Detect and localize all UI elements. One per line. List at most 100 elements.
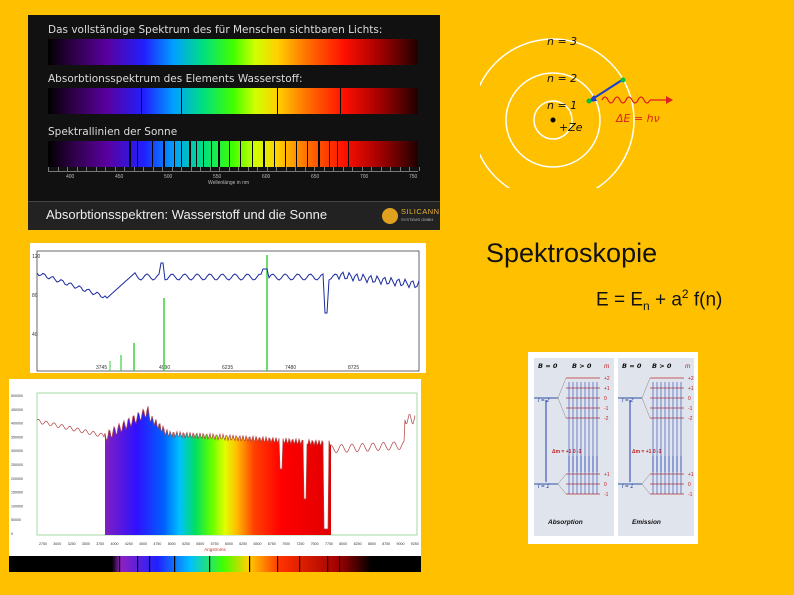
orbit-n2 — [505, 72, 601, 168]
chart2-xtick: 5000 — [168, 542, 176, 546]
bgt-label-left: B > 0 — [572, 362, 592, 370]
chart2-xtick: 6000 — [225, 542, 233, 546]
strip-line — [339, 556, 341, 572]
chart2-ytick: 0 — [11, 532, 13, 536]
spectral-line — [140, 88, 142, 114]
delta-m-right: Δm = +1 0 -1 — [632, 449, 662, 455]
axis-minor-tick — [190, 167, 192, 171]
chart2-xtick: 3000 — [53, 542, 61, 546]
axis-minor-tick — [171, 167, 173, 171]
zeeman-diagram: B = 0 B > 0 B = 0 B > 0 m m +2 +1 0 -1 -2 +1 0… — [528, 352, 698, 544]
axis-minor-tick — [228, 167, 230, 171]
zeeman-levels: +2 +1 0 -1 -2 +1 0 -1 +2 +1 0 -1 -2 +1 0 -1 — [534, 376, 694, 498]
split-guide — [557, 397, 567, 419]
axis-minor-tick — [124, 167, 125, 171]
logo-text: SILICANN — [401, 207, 440, 216]
chart1-xtick: 6235 — [222, 365, 233, 371]
split-guide — [557, 377, 567, 399]
m-upper: 0 — [604, 396, 607, 402]
nucleus-dot — [550, 117, 556, 123]
sun-spectrum-bar — [48, 141, 418, 167]
axis-minor-tick — [67, 167, 68, 171]
label-nucleus: +Ze — [559, 121, 583, 134]
m-lower: -1 — [688, 492, 693, 498]
axis-minor-tick — [418, 167, 420, 171]
chart2-xtick: 7000 — [282, 542, 290, 546]
chart2-ytick: 50000 — [11, 518, 21, 522]
chart2-xtick: 5250 — [182, 542, 190, 546]
l2-label-right: l = 2 — [622, 398, 634, 404]
chart2-xtick: 6750 — [268, 542, 276, 546]
axis-tick: 450 — [115, 174, 124, 180]
split-guide — [641, 397, 651, 419]
spectra-panel: Das vollständige Spektrum des für Mensch… — [28, 15, 440, 230]
strip-line — [137, 556, 139, 572]
chart2-xtick: 3750 — [96, 542, 104, 546]
spectral-line — [307, 141, 308, 167]
axis-minor-tick — [295, 167, 296, 171]
spectral-line — [173, 141, 175, 167]
chart2-ytick: 300000 — [11, 449, 23, 453]
chart2-xtick: 6250 — [239, 542, 247, 546]
split-guide — [557, 473, 567, 485]
chart2-ytick: 450000 — [11, 408, 23, 412]
chart2-xtick: 7750 — [325, 542, 333, 546]
full-spectrum-bar — [48, 39, 418, 65]
strip-line — [249, 556, 251, 572]
formula: E = En + a2 f(n) — [596, 287, 722, 313]
axis-tick: 500 — [164, 174, 173, 180]
emission-bg — [618, 358, 694, 536]
chart1-ytick: 40 — [32, 332, 38, 338]
axis-minor-tick — [48, 167, 49, 171]
spectral-line — [262, 141, 265, 167]
sun-spectrum-chart: 5000004500004000003500003000002500002000… — [9, 379, 421, 572]
axis-minor-tick — [209, 167, 211, 171]
absorption-label: Absorption — [547, 519, 583, 526]
chart2-ytick: 150000 — [11, 491, 23, 495]
chart1-xtick: 7480 — [285, 365, 296, 371]
chart2-ytick: 500000 — [11, 394, 23, 398]
chart2-xtick: 4500 — [139, 542, 147, 546]
spectral-line — [273, 141, 275, 167]
chart2-xtick: 5500 — [196, 542, 204, 546]
spectral-line — [162, 141, 165, 167]
spectral-line — [277, 88, 279, 114]
b0-label-left: B = 0 — [538, 362, 558, 370]
spectral-line — [240, 141, 242, 167]
label-n3: n = 3 — [547, 35, 577, 48]
spectral-line — [218, 141, 221, 167]
axis-minor-tick — [133, 167, 135, 171]
axis-minor-tick — [143, 167, 144, 171]
chart2-ytick: 200000 — [11, 477, 23, 481]
axis-minor-tick — [342, 167, 344, 171]
spectral-line — [295, 141, 297, 167]
chart2-ytick: 400000 — [11, 422, 23, 426]
axis-minor-tick — [162, 167, 163, 171]
axis-minor-tick — [352, 167, 353, 171]
spectral-line — [329, 141, 331, 167]
spectral-line — [203, 141, 205, 167]
label-n2: n = 2 — [547, 72, 577, 85]
axis-minor-tick — [304, 167, 306, 171]
photon-wave-icon — [601, 96, 651, 104]
chart2-xtick: 3250 — [68, 542, 76, 546]
chart1-xtick: 3745 — [96, 365, 107, 371]
chart1-ytick: 80 — [32, 293, 38, 299]
spectral-line — [136, 141, 138, 167]
chart2-xtick: 5750 — [211, 542, 219, 546]
spectral-line — [340, 88, 342, 114]
axis-minor-tick — [276, 167, 277, 171]
split-guide — [641, 473, 651, 485]
chart2-xtick: 8750 — [382, 542, 390, 546]
split-guide — [641, 377, 651, 399]
axis-minor-tick — [152, 167, 154, 171]
orbit-n1 — [533, 100, 573, 140]
footer-title: Absorbtionsspektren: Wasserstoff und die… — [46, 207, 328, 222]
spectral-line — [251, 141, 253, 167]
label-sun: Spektrallinien der Sonne — [48, 126, 178, 138]
axis-tick: 700 — [360, 174, 369, 180]
label-hydrogen: Absorbtionsspektrum des Elements Wassers… — [48, 73, 303, 85]
chart2-xtick: 6500 — [254, 542, 262, 546]
hydrogen-spectrum-bar — [48, 88, 418, 114]
formula-rhs: f(n) — [688, 289, 723, 311]
